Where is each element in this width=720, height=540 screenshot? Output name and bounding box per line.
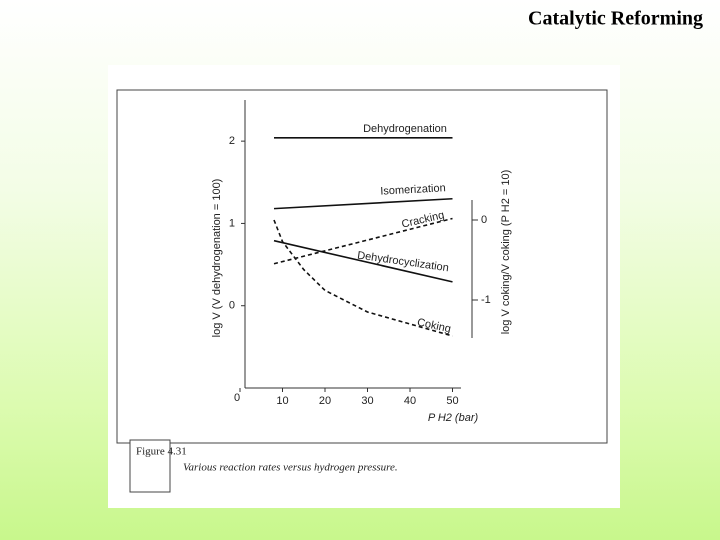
series-line [273,239,453,283]
y2-tick-label: -1 [481,294,491,306]
y-tick-label: 2 [229,135,235,147]
caption-box [129,439,171,493]
series-line [273,197,453,210]
x-tick-label: 40 [404,395,416,407]
series-label: Dehydrogenation [363,123,447,135]
series-line [273,217,453,265]
y-axis-label: log V (V dehydrogenation = 100) [211,179,223,338]
x-tick-label: 0 [234,392,240,404]
x-tick-label: 20 [319,395,331,407]
figure-panel [108,65,620,508]
caption-label: Figure 4.31 [136,446,187,458]
series-line [273,219,453,337]
series-label: Isomerization [380,182,446,197]
caption: Various reaction rates versus hydrogen p… [183,462,398,474]
x-axis-label: P H2 (bar) [428,412,479,424]
y-tick-label: 0 [229,300,235,312]
figure-frame [116,89,608,444]
y2-axis-label: log V coking/V coking (P H2 = 10) [500,170,512,335]
x-tick-label: 10 [276,395,288,407]
x-tick-label: 30 [361,395,373,407]
x-tick-label: 50 [446,395,458,407]
y2-tick-label: 0 [481,214,487,226]
y-tick-label: 1 [229,217,235,229]
slide-title: Catalytic Reforming [528,8,703,30]
